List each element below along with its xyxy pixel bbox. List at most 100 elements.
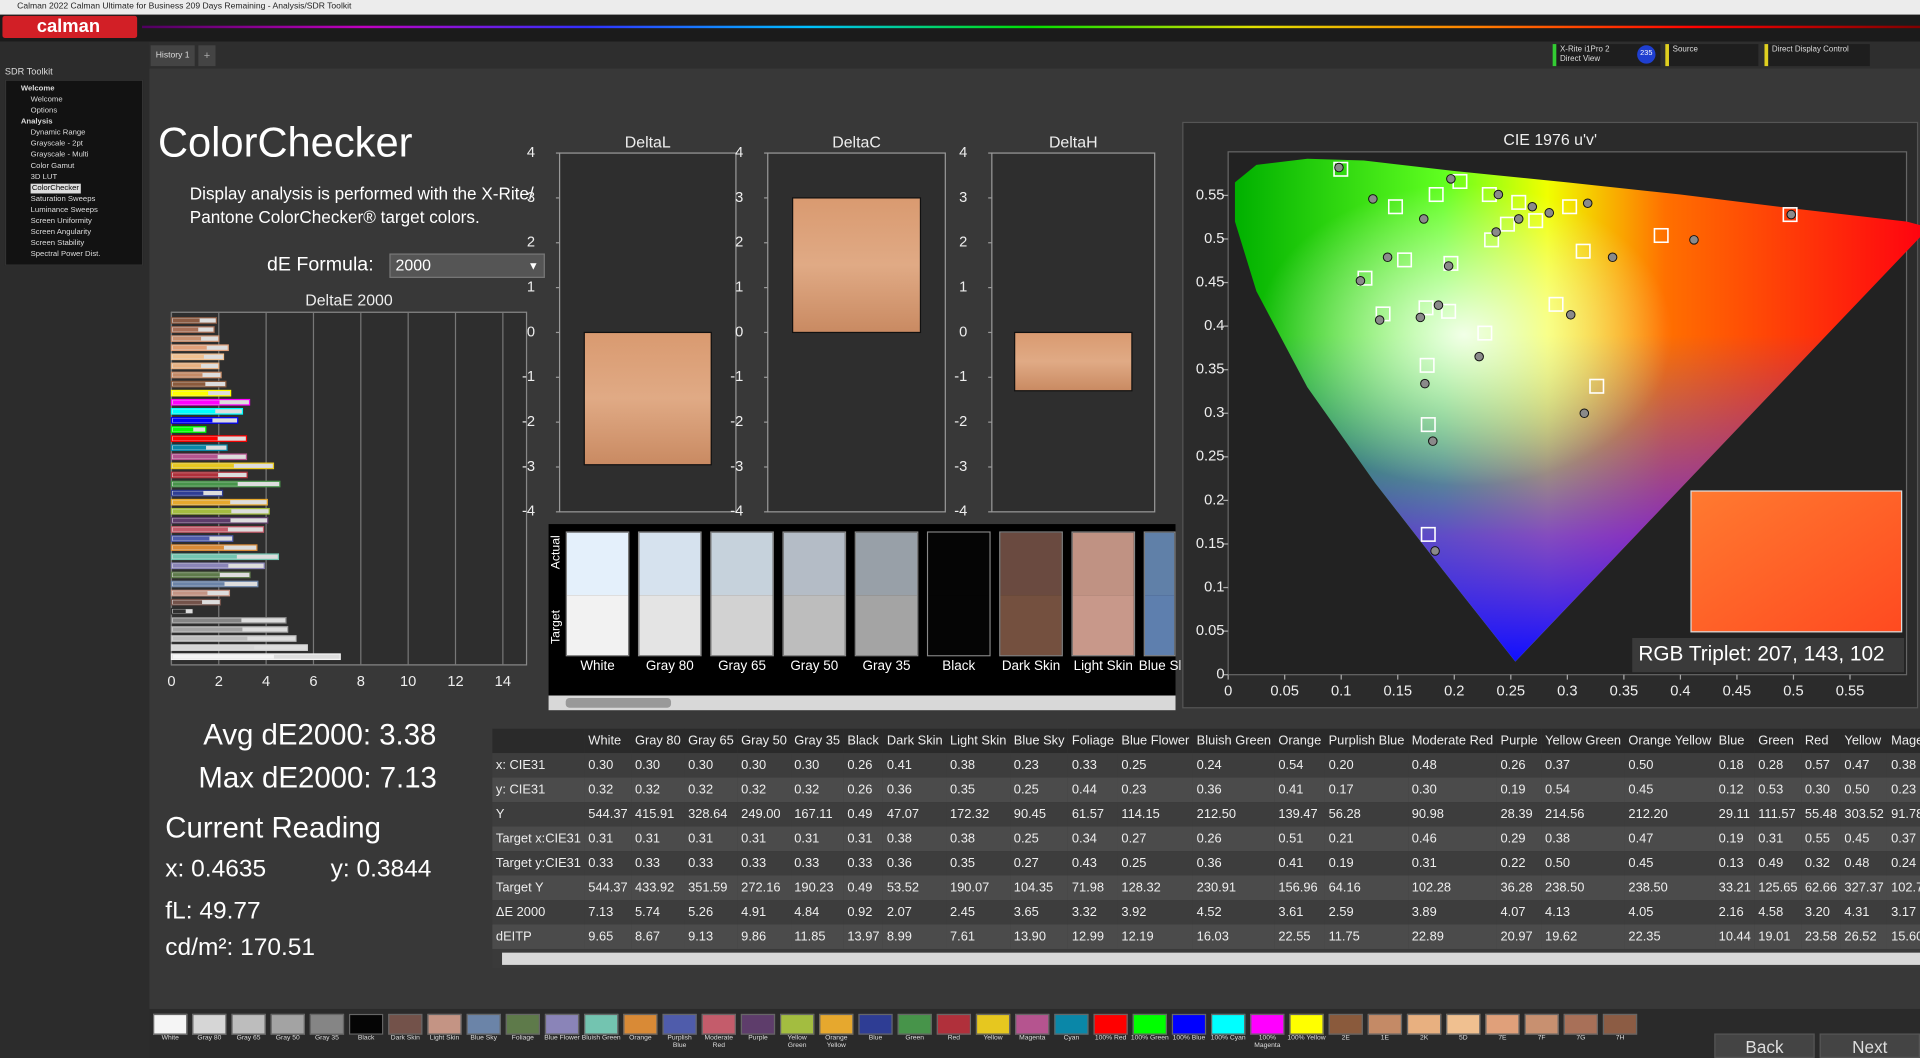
nav-item[interactable]: Grayscale - 2pt [30,139,83,149]
swatch-actual [928,532,990,596]
palette-swatch[interactable] [701,1013,736,1035]
palette-swatch[interactable] [544,1013,580,1035]
bar [170,435,248,442]
y-tick-label: -3 [730,459,743,475]
palette-swatch[interactable] [1367,1013,1403,1035]
nav-item[interactable]: Screen Stability [30,238,85,248]
table-cell: 4.84 [794,904,820,920]
nav-item[interactable]: Color Gamut [30,161,75,171]
palette-swatch[interactable] [740,1013,776,1035]
table-cell: 0.41 [1278,782,1304,798]
bar-color-stripe [172,354,204,359]
table-cell: 0.35 [949,855,975,871]
palette-swatch[interactable] [1406,1013,1442,1035]
table-cell: 22.55 [1278,929,1311,945]
palette-swatch[interactable] [897,1013,932,1035]
table-cell: 0.30 [1411,782,1437,798]
nav-item[interactable]: Saturation Sweeps [30,194,96,204]
palette-swatch[interactable] [270,1013,305,1035]
y-tick-label: -2 [522,414,535,430]
palette-swatch[interactable] [192,1013,227,1035]
nav-item[interactable]: Spectral Power Dist. [30,249,101,259]
bar [791,197,922,334]
palette-swatch[interactable] [1446,1013,1481,1035]
swatch-actual-label: Actual [549,535,564,570]
nav-button[interactable]: Next [1819,1033,1920,1058]
palette-swatch[interactable] [1563,1013,1598,1035]
table-cell: 0.38 [1891,757,1917,773]
palette-swatch[interactable] [427,1013,462,1035]
nav-item[interactable]: Screen Uniformity [30,216,92,226]
history-tab[interactable]: History 1 [150,45,195,67]
device-selector[interactable]: Source [1665,44,1759,67]
nav-item[interactable]: Analysis [20,117,53,127]
table-row: y: CIE31 0.32 0.32 0.32 0.32 0.32 0.26 0.36 0.35… [492,777,1920,803]
meter-badge[interactable]: 235 [1637,45,1656,64]
logo[interactable]: calman [2,15,138,38]
table-cell: 0.30 [588,757,614,773]
palette-swatch[interactable] [388,1013,423,1035]
table-row: Target y:CIE31 0.33 0.33 0.33 0.33 0.33 0.33 0.… [492,851,1920,876]
table-cell: 5.74 [634,904,661,920]
palette-swatch[interactable] [1093,1013,1128,1035]
target-marker [1419,357,1435,373]
bar [170,526,265,533]
target-marker [1428,187,1444,203]
table-cell: 4.91 [741,904,767,920]
nav-item[interactable]: 3D LUT [30,172,58,182]
palette-swatch[interactable] [1289,1013,1324,1035]
bar [170,426,207,433]
device-selector[interactable]: Direct Display Control [1764,44,1870,67]
spectral-locus-white [1234,158,1920,662]
palette-swatch[interactable] [348,1013,384,1035]
formula-select[interactable]: 2000 ▼ [389,253,545,278]
palette-swatch[interactable] [309,1013,345,1035]
palette-swatch[interactable] [1328,1013,1363,1035]
palette-swatch[interactable] [1171,1013,1207,1035]
palette-swatch[interactable] [819,1013,854,1035]
table-cell: 415.91 [634,806,675,822]
palette-swatch[interactable] [780,1013,815,1035]
bar [170,371,222,379]
nav-item[interactable]: Dynamic Range [30,128,86,138]
palette-swatch[interactable] [1054,1013,1089,1035]
bar-color-stripe [172,627,243,632]
table-cell: 23.58 [1804,929,1838,945]
palette-swatch[interactable] [466,1013,501,1035]
nav-item[interactable]: Options [30,106,58,116]
nav-item[interactable]: Screen Angularity [30,227,92,237]
device-selector[interactable]: X-Rite i1Pro 2 Direct View [1552,44,1661,67]
palette-swatch[interactable] [623,1013,658,1035]
palette-swatch[interactable] [584,1013,619,1035]
palette-swatch[interactable] [975,1013,1011,1035]
menu-bar [0,14,1920,42]
measured-marker [1493,189,1504,200]
palette-swatch[interactable] [1485,1013,1520,1035]
nav-item[interactable]: ColorChecker [30,183,81,194]
add-tab[interactable]: + [198,45,216,67]
palette-swatch[interactable] [662,1013,697,1035]
nav-button[interactable]: Back [1714,1033,1815,1058]
palette-swatch[interactable] [505,1013,540,1035]
palette-swatch[interactable] [936,1013,972,1035]
measured-marker [1430,546,1440,556]
palette-swatch[interactable] [858,1013,893,1035]
swatch-actual [1072,532,1134,596]
palette-swatch[interactable] [1015,1013,1050,1035]
swatch-scroll-thumb[interactable] [565,697,672,708]
nav-item[interactable]: Welcome [20,84,55,94]
bar [170,344,229,352]
bar [170,444,228,452]
palette-swatch[interactable] [1524,1013,1559,1035]
palette-swatch[interactable] [1211,1013,1246,1035]
palette-swatch[interactable] [1602,1013,1638,1035]
nav-item[interactable]: Grayscale - Multi [30,150,89,160]
palette-swatch[interactable] [231,1013,266,1035]
palette-swatch[interactable] [1250,1013,1285,1035]
table-row-label: x: CIE31 [495,757,546,773]
bar [170,380,227,388]
palette-swatch[interactable] [153,1013,188,1035]
nav-item[interactable]: Welcome [30,95,63,105]
palette-swatch[interactable] [1132,1013,1167,1035]
nav-item[interactable]: Luminance Sweeps [30,205,98,215]
